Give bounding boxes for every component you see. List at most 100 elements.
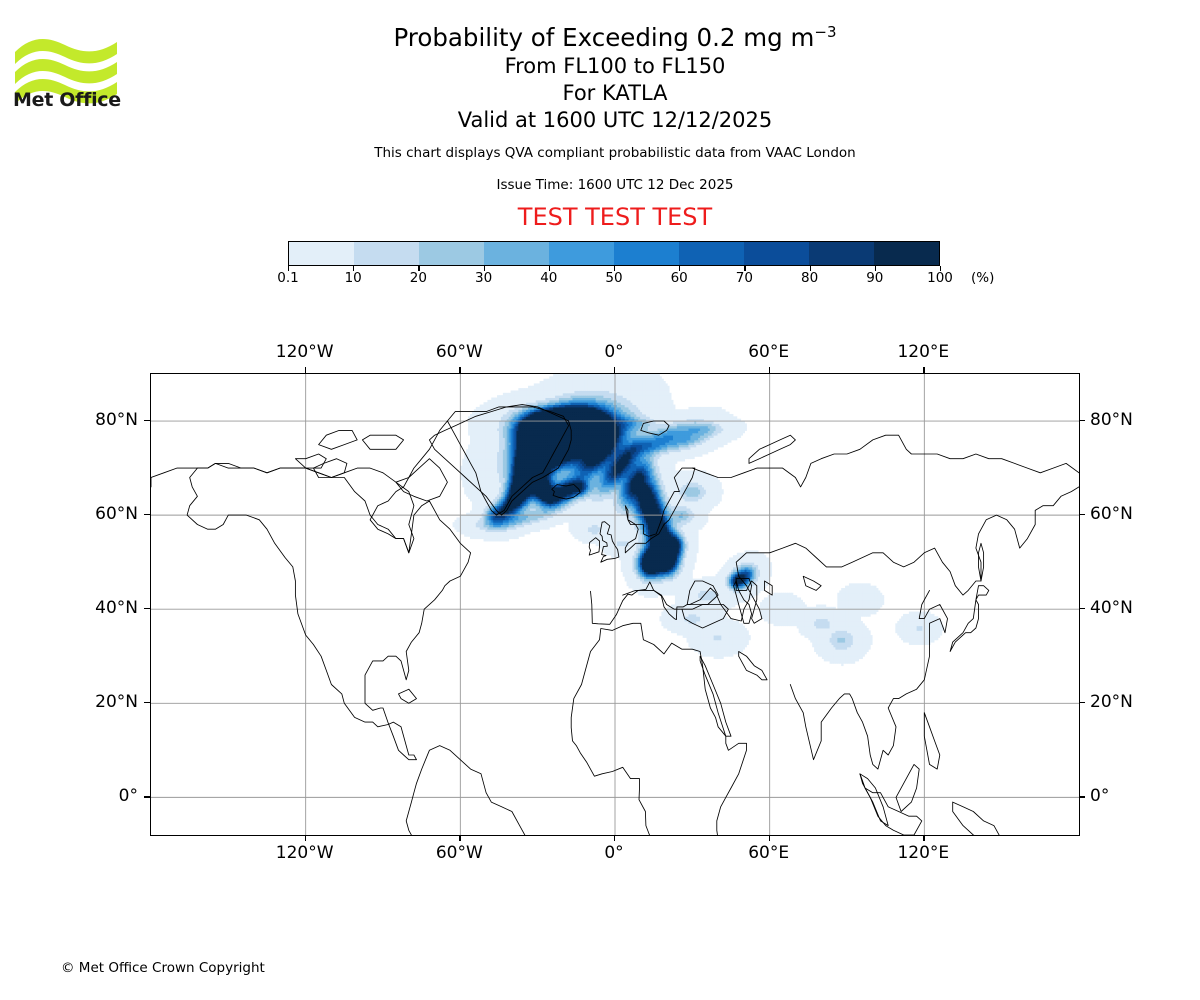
- axis-tick-lon-120-top: [923, 367, 925, 373]
- coastline-redsea: [699, 655, 732, 737]
- lat-label-right-40: 40°N: [1090, 598, 1133, 619]
- colorbar-ticklabel-20: 20: [409, 270, 427, 286]
- colorbar-bin-1: [354, 242, 419, 265]
- coastline-canada_arctic3: [294, 453, 327, 469]
- coastline-svalbard: [640, 420, 670, 436]
- axis-tick-lon--120-top: [304, 367, 306, 373]
- axis-tick-lon-0-top: [614, 367, 616, 373]
- ash-probability-layer: [452, 374, 945, 667]
- axis-tick-lat-0-left: [144, 796, 150, 798]
- title-flight-levels: From FL100 to FL150: [504, 54, 726, 78]
- colorbar-ticklabel-10: 10: [344, 270, 362, 286]
- lon-label-top--120: 120°W: [275, 342, 334, 362]
- colorbar-ticklabel-80: 80: [801, 270, 819, 286]
- axis-tick-lat-20-right: [1079, 702, 1085, 704]
- test-banner: TEST TEST TEST: [517, 203, 713, 231]
- colorbar-tick-0.1: [288, 266, 290, 271]
- lat-label-left-0: 0°: [118, 786, 138, 807]
- axis-tick-lon-120-bottom: [923, 835, 925, 841]
- axis-tick-lat-0-right: [1079, 796, 1085, 798]
- colorbar-tick-40: [548, 266, 551, 271]
- coastline-eurasia_north: [691, 434, 1079, 488]
- colorbar-tick-50: [614, 266, 616, 271]
- coastline-sumatra2: [859, 773, 889, 827]
- met-office-logo: [15, 38, 117, 104]
- colorbar-ticks: 0.1 10 20 30 40 50 60 70 80 90 100: [277, 266, 953, 288]
- colorbar-bin-4: [549, 242, 614, 265]
- colorbar-gradient: [288, 241, 940, 266]
- colorbar-tick-90: [874, 266, 877, 271]
- lat-label-right-20: 20°N: [1090, 692, 1133, 713]
- coastline-borneo_sul: [895, 763, 920, 812]
- probability-colorbar: [288, 241, 940, 266]
- coastline-japan: [949, 585, 990, 652]
- coastline-philippines: [923, 712, 941, 770]
- colorbar-bin-0: [289, 242, 354, 265]
- title-threshold-text: Probability of Exceeding 0.2 mg m: [393, 23, 815, 52]
- coastline-sakhalin: [978, 542, 985, 582]
- coastline-kazakh_lakes: [802, 575, 822, 591]
- lon-label-bottom-60: 60°E: [748, 843, 790, 863]
- world-map-svg: [151, 374, 1079, 835]
- coastline-canada_arctic1: [361, 434, 405, 450]
- coastline-south_america: [405, 745, 526, 835]
- lon-label-bottom-0: 0°: [604, 843, 624, 863]
- axis-tick-lat-40-right: [1079, 608, 1085, 610]
- coastline-medit_n: [622, 589, 683, 610]
- title-valid-time: Valid at 1600 UTC 12/12/2025: [457, 108, 773, 132]
- issue-time: Issue Time: 1600 UTC 12 Dec 2025: [496, 177, 734, 193]
- colorbar-tick-30: [483, 266, 485, 271]
- colorbar-bin-7: [744, 242, 809, 265]
- colorbar-unit-label: (%): [971, 270, 995, 286]
- lon-label-top-120: 120°E: [897, 342, 950, 362]
- coastline-india: [789, 589, 948, 770]
- colorbar-tick-10: [353, 266, 355, 271]
- map-gridlines: [151, 374, 1079, 835]
- coastline-caspian_w: [733, 580, 753, 624]
- axis-tick-lon-60-top: [768, 367, 770, 373]
- coastline-north_america: [186, 462, 472, 761]
- chart-title-block: Probability of Exceeding 0.2 mg m−3 From…: [150, 22, 1080, 231]
- lat-label-right-60: 60°N: [1090, 504, 1133, 525]
- axis-tick-lat-60-left: [144, 514, 150, 516]
- colorbar-bin-3: [484, 242, 549, 265]
- coastline-cuba: [398, 688, 417, 704]
- coastline-greenland_e: [428, 404, 572, 516]
- title-exponent: −3: [814, 22, 837, 41]
- colorbar-ticklabel-0.1: 0.1: [277, 270, 299, 286]
- lon-label-top-0: 0°: [604, 342, 624, 362]
- lat-label-left-80: 80°N: [95, 410, 138, 431]
- coastline-blacksea: [686, 580, 719, 605]
- coastline-turkey_s: [681, 604, 729, 629]
- lat-label-left-60: 60°N: [95, 504, 138, 525]
- lon-label-bottom--120: 120°W: [275, 843, 334, 863]
- coastline-britain: [599, 521, 620, 563]
- colorbar-ticklabel-70: 70: [735, 270, 753, 286]
- colorbar-ticklabel-40: 40: [540, 270, 558, 286]
- colorbar-tick-20: [418, 266, 420, 271]
- colorbar-ticklabel-50: 50: [605, 270, 623, 286]
- colorbar-tick-60: [679, 266, 681, 271]
- colorbar-tick-80: [809, 266, 811, 271]
- map-plot-area[interactable]: [150, 373, 1080, 836]
- coastline-sea_islands: [859, 773, 923, 835]
- colorbar-bin-6: [679, 242, 744, 265]
- coastline-ireland: [588, 537, 600, 556]
- lon-label-top--60: 60°W: [435, 342, 483, 362]
- coastline-newguinea: [952, 801, 1000, 835]
- lon-label-top-60: 60°E: [748, 342, 790, 362]
- copyright-notice: © Met Office Crown Copyright: [61, 960, 265, 976]
- colorbar-bin-8: [809, 242, 874, 265]
- lon-label-bottom-120: 120°E: [897, 843, 950, 863]
- axis-tick-lon--60-top: [459, 367, 461, 373]
- coastline-africa: [570, 622, 747, 835]
- axis-tick-lon--60-bottom: [459, 835, 461, 841]
- coastline-aral: [764, 580, 773, 596]
- coastline-canada_arctic2: [318, 429, 358, 450]
- colorbar-ticklabel-100: 100: [927, 270, 953, 286]
- chart-disclaimer: This chart displays QVA compliant probab…: [374, 145, 856, 161]
- coastline-novaya: [748, 434, 796, 464]
- colorbar-ticklabel-30: 30: [475, 270, 493, 286]
- lat-label-right-0: 0°: [1090, 786, 1110, 807]
- coastline-baffin: [395, 458, 448, 502]
